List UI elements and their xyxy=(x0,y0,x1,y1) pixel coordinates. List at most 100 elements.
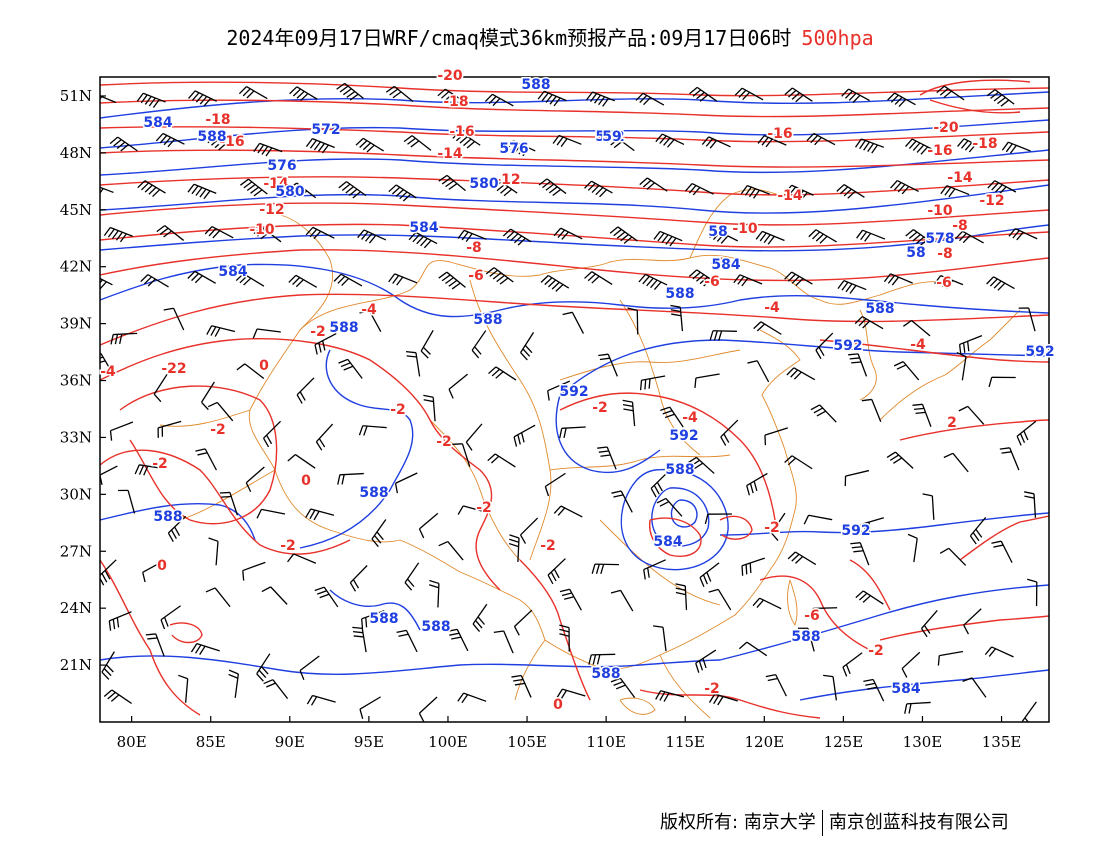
height-label: 592 xyxy=(841,523,870,539)
wind-barb xyxy=(457,692,487,704)
wind-barb xyxy=(741,557,765,576)
wind-barb xyxy=(695,649,717,673)
wind-barb xyxy=(962,677,987,698)
wind-barb xyxy=(650,471,669,498)
map-frame xyxy=(99,76,1050,723)
height-label: 588 xyxy=(421,619,450,635)
wind-barb xyxy=(860,517,884,535)
height-label: 588 xyxy=(591,666,620,682)
height-label: 588 xyxy=(521,77,550,93)
wind-barb xyxy=(200,381,215,411)
wind-barb xyxy=(704,513,732,525)
height-label: 584 xyxy=(409,220,438,236)
typhoon-ring-2 xyxy=(651,487,710,547)
temp-label: -10 xyxy=(249,222,275,238)
wind-barb xyxy=(155,132,185,148)
wind-barb xyxy=(288,182,317,199)
mongolia-border xyxy=(279,214,334,331)
height-label: 584 xyxy=(653,534,682,550)
china-west-border xyxy=(248,329,401,543)
height-label: 584 xyxy=(711,257,740,273)
temp-label: -18 xyxy=(443,94,468,110)
wind-barb xyxy=(786,367,816,381)
wind-barb xyxy=(639,177,668,192)
wind-barb xyxy=(757,135,787,148)
wind-barb xyxy=(1008,228,1038,241)
wind-barb xyxy=(810,607,838,619)
wind-barb xyxy=(235,273,265,287)
temp-label: -16 xyxy=(449,124,474,140)
wind-barb xyxy=(991,540,1013,563)
lat-tick-label: 24N xyxy=(60,599,92,617)
temp-label: -14 xyxy=(437,146,463,162)
wind-barb xyxy=(958,405,985,425)
wind-barb xyxy=(709,330,737,341)
wind-barb xyxy=(1016,420,1037,446)
footer-separator xyxy=(821,810,823,836)
wind-barb xyxy=(943,452,969,473)
height-label: 592 xyxy=(559,384,588,400)
wind-barb xyxy=(508,534,520,562)
wind-barb xyxy=(100,465,118,485)
temp-label: -8 xyxy=(710,256,726,272)
wind-barb xyxy=(956,351,967,381)
indochina-border xyxy=(514,639,711,719)
lat-tick-label: 21N xyxy=(60,656,92,674)
wind-barb xyxy=(752,597,782,610)
wind-barb xyxy=(1001,141,1031,154)
wind-barb xyxy=(920,609,938,638)
wind-barb xyxy=(289,86,318,101)
copyright-footer: 版权所有: 南京大学 南京创蓝科技有限公司 xyxy=(660,808,1009,836)
wind-barb xyxy=(963,608,982,635)
height-label: 578 xyxy=(925,231,954,247)
wind-barb xyxy=(810,404,837,423)
wind-barb xyxy=(586,91,616,107)
temp-label: 2 xyxy=(947,415,957,431)
wind-barb xyxy=(160,605,181,630)
wind-barb xyxy=(746,472,768,496)
temp-label: -20 xyxy=(933,120,959,136)
temp-label: -2 xyxy=(436,434,452,450)
height-label: 58 xyxy=(708,224,727,240)
wind-barb xyxy=(986,89,1015,107)
wind-barb xyxy=(203,133,233,151)
temp-label: 0 xyxy=(301,473,311,489)
wind-barb xyxy=(559,426,586,439)
wind-barb xyxy=(537,90,567,107)
wind-barb xyxy=(438,174,466,192)
wind-barb xyxy=(544,472,566,497)
wind-barb xyxy=(118,489,136,514)
title-text: 2024年09月17日WRF/cmaq模式36km预报产品:09月17日06时 xyxy=(226,26,792,50)
height-label: 576 xyxy=(267,158,296,174)
wind-barb xyxy=(856,229,886,242)
lat-tick-label: 27N xyxy=(60,542,92,560)
temp-label: -2 xyxy=(540,538,556,554)
wind-barb xyxy=(145,633,165,657)
temp-label: -2 xyxy=(704,681,720,697)
org-nju: 南京大学 xyxy=(743,812,816,833)
temp-label: -4 xyxy=(682,410,698,426)
wind-barb xyxy=(253,142,283,157)
height-label: 584 xyxy=(218,264,247,280)
wind-barb xyxy=(188,90,217,107)
wind-barb xyxy=(606,135,635,152)
wind-barb xyxy=(447,628,469,652)
wind-barb xyxy=(670,304,684,332)
wind-barb xyxy=(420,329,434,359)
wind-barb xyxy=(738,641,768,657)
wind-barb xyxy=(305,508,335,521)
wind-barb xyxy=(905,138,934,155)
wind-barb xyxy=(957,138,987,153)
wind-barb xyxy=(405,350,421,377)
wind-barb xyxy=(287,454,316,469)
lat-tick-label: 30N xyxy=(60,485,92,503)
china-south-border xyxy=(544,569,771,670)
wind-barb xyxy=(333,273,363,287)
wind-barb xyxy=(547,558,566,585)
wind-barb xyxy=(238,86,268,100)
wind-barb xyxy=(261,586,288,605)
wind-barb xyxy=(708,588,732,611)
lat-tick-label: 36N xyxy=(60,372,92,390)
temp-label: -2 xyxy=(280,538,296,554)
